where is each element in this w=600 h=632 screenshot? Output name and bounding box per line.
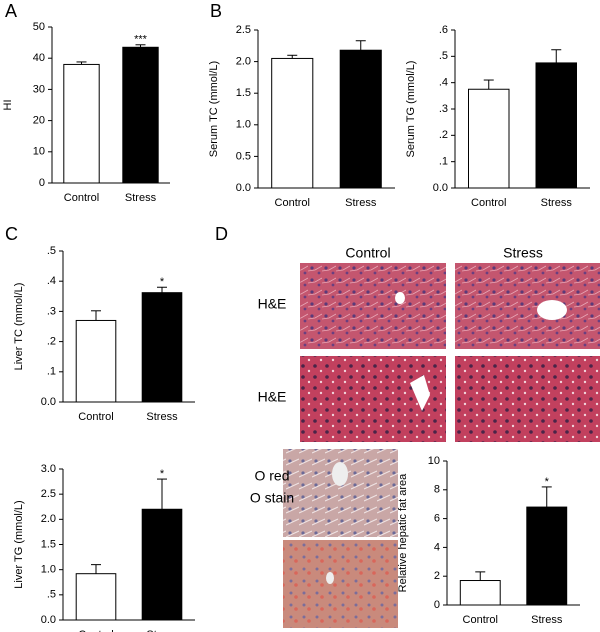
y-tick-label: .4 [439,77,448,89]
panel-label: C [5,224,18,244]
bar [75,573,117,621]
y-tick-label: 8 [434,484,440,496]
bar [468,88,510,189]
x-tick-label: Stress [541,197,573,209]
x-tick-label: Control [471,197,506,209]
x-tick-label: Control [78,411,113,423]
panel-label: D [215,224,228,244]
y-tick-label: .3 [47,305,56,317]
y-axis-label: Serum TC (mmol/L) [208,61,220,157]
y-tick-label: .2 [439,129,448,141]
y-tick-label: 20 [33,115,45,127]
y-axis-label: Relative hepatic fat area [397,473,409,593]
y-tick-label: 2.5 [41,488,56,500]
y-tick-label: 2.0 [41,513,56,525]
y-tick-label: .5 [47,589,56,601]
y-tick-label: 2.0 [236,56,251,68]
bar [63,63,100,184]
image [300,263,446,349]
y-axis-label: Liver TG (mmol/L) [13,500,25,588]
significance-label: * [160,468,165,480]
bar [141,292,183,403]
panel-label: B [210,1,222,21]
y-tick-label: .5 [439,50,448,62]
x-tick-label: Control [64,192,99,204]
column-label: Stress [503,245,543,261]
vessel [395,292,405,304]
row-label: H&E [258,296,287,312]
y-tick-label: 40 [33,52,45,64]
y-tick-label: 1.5 [236,87,251,99]
y-tick-label: 2.5 [236,24,251,36]
row-label: O red [254,468,289,484]
y-tick-label: .1 [47,366,56,378]
y-tick-label: 3.0 [41,463,56,475]
x-tick-label: Control [275,197,310,209]
y-tick-label: 1.5 [41,538,56,550]
y-tick-label: 1.0 [236,119,251,131]
y-axis-label: HI [2,100,14,111]
bar [459,580,501,606]
column-label: Control [345,245,390,261]
significance-label: * [160,276,165,288]
x-tick-label: Stress [125,192,157,204]
image [455,356,600,442]
y-tick-label: 10 [428,455,440,467]
x-tick-label: Control [463,614,498,626]
vessel [332,462,348,486]
y-tick-label: .1 [439,156,448,168]
x-tick-label: Control [78,629,113,632]
y-tick-label: 0 [434,599,440,611]
y-tick-label: 0.5 [236,150,251,162]
row-label: O stain [250,490,294,506]
y-tick-label: .2 [47,336,56,348]
y-tick-label: 4 [434,541,440,553]
y-axis-label: Serum TG (mmol/L) [405,61,417,158]
image [283,540,398,628]
y-tick-label: .3 [439,103,448,115]
vessel [537,300,567,320]
y-tick-label: 50 [33,21,45,33]
y-tick-label: 6 [434,513,440,525]
significance-label: * [545,476,550,488]
vessel [410,375,430,411]
vessel [326,572,334,584]
y-tick-label: 0 [39,177,45,189]
y-tick-label: 10 [33,146,45,158]
y-axis-label: Liver TC (mmol/L) [13,283,25,371]
x-tick-label: Stress [146,411,178,423]
bar [271,57,314,189]
histology [283,263,600,628]
panel-label: A [5,1,17,21]
y-tick-label: 2 [434,570,440,582]
bar [526,506,568,606]
y-tick-label: 30 [33,83,45,95]
bar [141,508,183,621]
significance-label: *** [134,34,148,46]
bar [339,49,382,189]
x-tick-label: Stress [146,629,178,632]
bar [122,46,159,184]
y-tick-label: 0.0 [236,182,251,194]
bar [535,62,577,189]
y-tick-label: 0.0 [41,614,56,626]
x-tick-label: Stress [345,197,377,209]
y-tick-label: .6 [439,24,448,36]
bar [75,319,117,403]
y-tick-label: 0.0 [433,182,448,194]
row-label: H&E [258,389,287,405]
image [455,263,600,349]
y-tick-label: .5 [47,245,56,257]
y-tick-label: .4 [47,275,56,287]
x-tick-label: Stress [531,614,563,626]
y-tick-label: 0.0 [41,396,56,408]
y-tick-label: 1.0 [41,564,56,576]
